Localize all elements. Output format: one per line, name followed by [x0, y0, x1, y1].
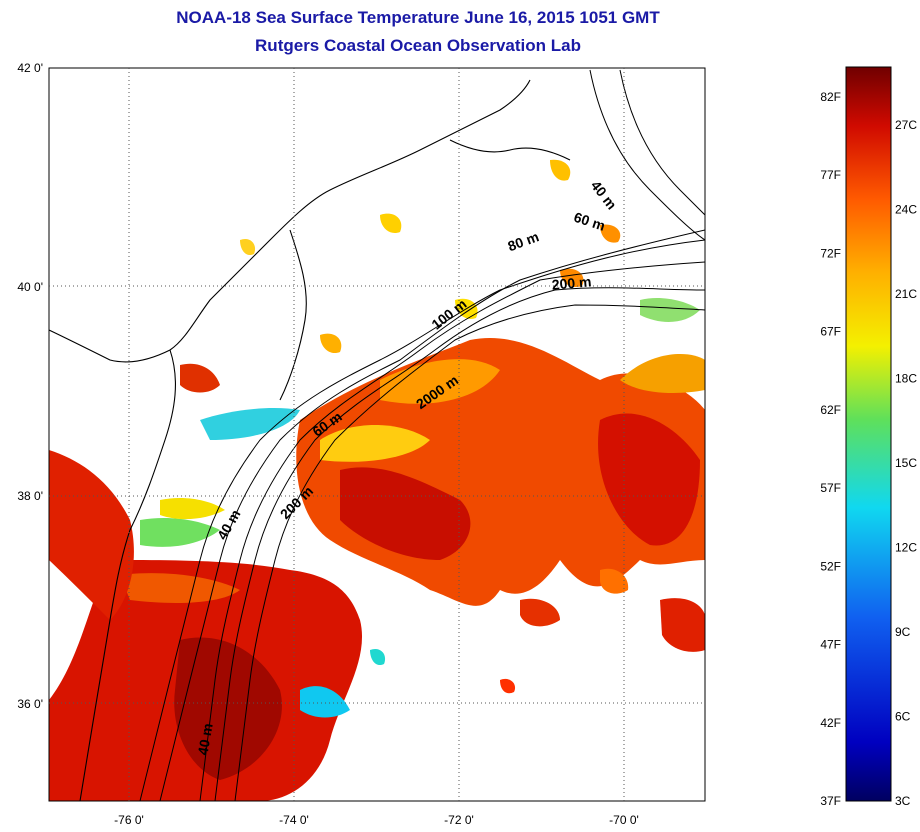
colorbar-fahrenheit-label: 37F	[820, 794, 841, 808]
colorbar-fahrenheit-label: 82F	[820, 90, 841, 104]
colorbar-fahrenheit-label: 62F	[820, 403, 841, 417]
map-area	[49, 68, 705, 801]
lon-tick-label: -74 0'	[279, 813, 309, 827]
latitude-labels: 42 0' 40 0' 38 0' 36 0'	[17, 61, 43, 711]
colorbar-celsius-label: 18C	[895, 372, 917, 386]
colorbar-celsius-label: 3C	[895, 794, 911, 808]
map-title: NOAA-18 Sea Surface Temperature June 16,…	[176, 8, 660, 27]
coastline	[49, 79, 571, 801]
colorbar-celsius-label: 15C	[895, 456, 917, 470]
contour-label: 200 m	[551, 273, 592, 292]
colorbar-celsius-label: 9C	[895, 625, 911, 639]
colorbar-fahrenheit-label: 47F	[820, 638, 841, 652]
lon-tick-label: -76 0'	[114, 813, 144, 827]
colorbar-labels: 82F 77F 72F 67F 62F 57F 52F 47F 42F 37F 27C 24C 21C 1…	[820, 90, 917, 808]
graticule	[49, 68, 705, 801]
map-subtitle: Rutgers Coastal Ocean Observation Lab	[255, 36, 581, 55]
sst-data-layer	[49, 159, 705, 801]
temperature-colorbar	[845, 66, 892, 802]
contour-label: 40 m	[194, 722, 215, 756]
lat-tick-label: 42 0'	[17, 61, 43, 75]
map-frame	[48, 67, 706, 802]
lat-tick-label: 40 0'	[17, 280, 43, 294]
lon-tick-label: -70 0'	[609, 813, 639, 827]
colorbar-fahrenheit-label: 42F	[820, 716, 841, 730]
bathymetry-contours	[139, 69, 705, 801]
lon-tick-label: -72 0'	[444, 813, 474, 827]
lat-tick-label: 36 0'	[17, 697, 43, 711]
colorbar-celsius-label: 6C	[895, 710, 911, 724]
colorbar-celsius-label: 12C	[895, 541, 917, 555]
colorbar-celsius-label: 24C	[895, 203, 917, 217]
lat-tick-label: 38 0'	[17, 489, 43, 503]
colorbar-celsius-label: 21C	[895, 287, 917, 301]
longitude-labels: -76 0' -74 0' -72 0' -70 0'	[114, 813, 639, 827]
colorbar-fahrenheit-label: 72F	[820, 246, 841, 260]
colorbar-celsius-label: 27C	[895, 118, 917, 132]
colorbar-fahrenheit-label: 77F	[820, 168, 841, 182]
colorbar-fahrenheit-label: 67F	[820, 325, 841, 339]
colorbar-fahrenheit-label: 52F	[820, 559, 841, 573]
colorbar-fahrenheit-label: 57F	[820, 481, 841, 495]
